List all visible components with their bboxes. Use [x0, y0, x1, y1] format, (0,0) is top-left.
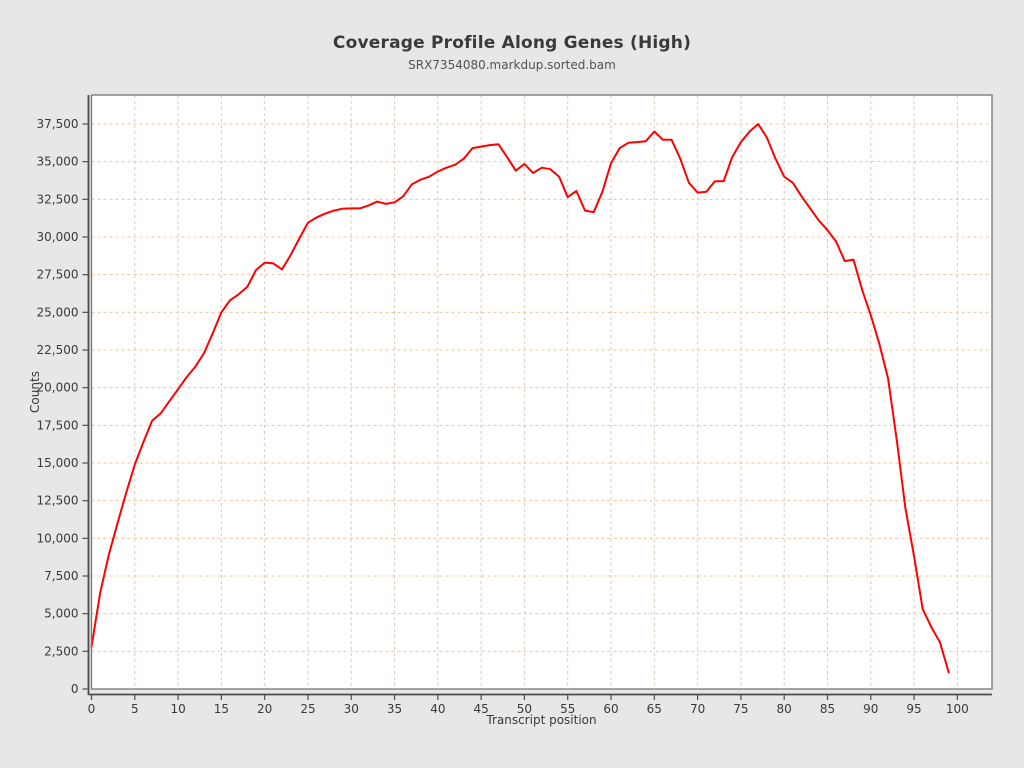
y-tick-label: 25,000	[37, 305, 79, 319]
y-tick-label: 17,500	[37, 418, 79, 432]
y-tick-label: 20,000	[37, 381, 79, 395]
x-tick-label: 100	[946, 702, 969, 716]
x-tick-label: 80	[777, 702, 792, 716]
x-tick-label: 25	[300, 702, 315, 716]
plot-area	[91, 95, 992, 689]
y-tick-label: 22,500	[37, 343, 79, 357]
x-tick-label: 65	[647, 702, 662, 716]
x-tick-label: 15	[214, 702, 229, 716]
y-axis-title: Counts	[27, 371, 42, 413]
x-axis-title: Transcript position	[486, 713, 597, 727]
x-tick-label: 70	[690, 702, 705, 716]
x-tick-label: 50	[517, 702, 532, 716]
y-tick-label: 10,000	[37, 531, 79, 545]
x-tick-label: 55	[560, 702, 575, 716]
x-tick-label: 60	[603, 702, 618, 716]
x-tick-label: 95	[906, 702, 921, 716]
y-tick-label: 32,500	[37, 192, 79, 206]
x-tick-label: 45	[473, 702, 488, 716]
chart-subtitle: SRX7354080.markdup.sorted.bam	[408, 58, 616, 72]
chart-title: Coverage Profile Along Genes (High)	[332, 33, 692, 53]
y-tick-label: 27,500	[37, 268, 79, 282]
y-tick-label: 12,500	[37, 494, 79, 508]
x-tick-label: 35	[387, 702, 402, 716]
y-tick-label: 30,000	[37, 230, 79, 244]
x-tick-label: 85	[820, 702, 835, 716]
x-tick-label: 5	[131, 702, 139, 716]
x-tick-label: 90	[863, 702, 878, 716]
coverage-series-line	[90, 123, 950, 674]
y-tick-label: 5,000	[44, 607, 78, 621]
y-tick-label: 35,000	[37, 155, 79, 169]
y-tick-label: 15,000	[37, 456, 79, 470]
x-tick-label: 10	[170, 702, 185, 716]
x-tick-label: 0	[88, 702, 96, 716]
plot-frame	[90, 94, 993, 690]
y-tick-label: 37,500	[37, 117, 79, 131]
x-tick-label: 20	[257, 702, 272, 716]
x-tick-label: 30	[344, 702, 359, 716]
x-tick-label: 75	[733, 702, 748, 716]
y-tick-label: 2,500	[44, 644, 78, 658]
y-tick-label: 0	[71, 682, 79, 696]
y-tick-label: 7,500	[44, 569, 78, 583]
x-tick-label: 40	[430, 702, 445, 716]
